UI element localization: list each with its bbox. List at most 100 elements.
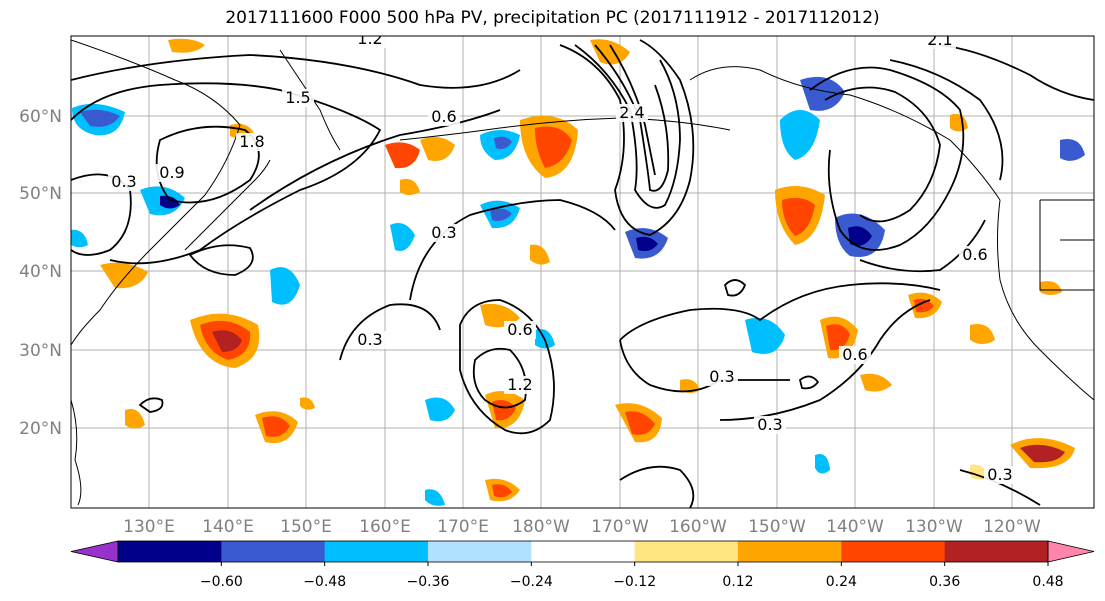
colorbar-bin xyxy=(324,541,429,562)
contour-label-bg xyxy=(282,89,314,107)
pv-contour xyxy=(459,299,555,435)
colorbar-tick-label: −0.24 xyxy=(510,574,553,590)
coast-aleutians xyxy=(399,117,731,141)
colorbar-bin xyxy=(221,541,326,562)
longitude-labels: 130°E 140°E 150°E 160°E 170°E 180°W 170°W 160°W… xyxy=(123,517,1041,537)
contour-label: 0.3 xyxy=(431,223,456,242)
pos-anomaly-blob xyxy=(1040,281,1062,295)
pv-contour xyxy=(472,347,527,409)
colorbar-bin xyxy=(428,541,532,562)
colorbar-extend-high xyxy=(1047,540,1095,563)
colorbar-tick-label: 0.24 xyxy=(826,574,857,590)
lon-label: 160°E xyxy=(359,517,411,537)
lon-label: 140°E xyxy=(202,517,254,537)
pos-anomaly-core xyxy=(782,197,815,236)
pos-anomaly-blob xyxy=(168,38,205,53)
neg-anomaly-core xyxy=(494,136,512,150)
neg-anomaly-core xyxy=(636,236,658,252)
coastlines xyxy=(71,39,1094,506)
pv-contour xyxy=(155,125,260,204)
neg-anomaly-core xyxy=(800,76,845,111)
neg-anomaly-core xyxy=(490,208,512,222)
colorbar-bin xyxy=(738,541,842,562)
colorbar-tick-label: −0.48 xyxy=(303,574,346,590)
lat-label: 50°N xyxy=(19,184,62,204)
contour-label: 0.3 xyxy=(987,465,1012,484)
pv-contour xyxy=(71,173,132,256)
lon-label: 170°E xyxy=(437,517,489,537)
contour-label: 0.3 xyxy=(757,415,782,434)
pos-anomaly-blob xyxy=(300,397,315,410)
pos-anomaly-core xyxy=(625,411,655,435)
pv-contour xyxy=(249,109,501,211)
contour-label: 2.4 xyxy=(619,103,644,122)
colorbar-outline xyxy=(117,540,1049,563)
lat-label: 60°N xyxy=(19,107,62,127)
colorbar-tick-labels: −0.60 −0.48 −0.36 −0.24 −0.12 0.12 0.24 0.36 0.4… xyxy=(200,562,1064,590)
pv-contour xyxy=(138,397,164,413)
colorbar xyxy=(70,540,1095,563)
colorbar-bin xyxy=(118,541,222,562)
coast-japan xyxy=(184,159,271,251)
pv-contour xyxy=(824,86,941,223)
contour-label: 1.2 xyxy=(507,375,532,394)
pv-contour xyxy=(559,39,695,236)
lon-label: 130°W xyxy=(905,517,963,537)
contour-label-bg xyxy=(984,466,1016,484)
pos-anomaly-blob xyxy=(590,39,630,65)
lon-label: 180°W xyxy=(512,517,570,537)
neg-anomaly-blob xyxy=(270,267,300,305)
pos-anomaly-blob xyxy=(100,262,148,289)
neg-anomaly-blob xyxy=(780,110,820,160)
neg-anomaly-blob xyxy=(1060,139,1085,161)
pos-anomaly-core xyxy=(535,126,572,168)
pos-anomaly-blob xyxy=(385,142,420,169)
contour-label: 1.8 xyxy=(239,132,264,151)
pos-anomaly-core xyxy=(1020,444,1065,463)
map-frame-bg xyxy=(71,36,1094,508)
map-content: 1.2 1.5 1.8 0.9 0.3 0.6 2.4 2.1 0.3 0.6 0.3 1.2 0.3 0… xyxy=(71,29,1094,508)
pv-contour xyxy=(339,303,441,361)
contour-label: 1.5 xyxy=(285,88,310,107)
lon-label: 140°W xyxy=(826,517,884,537)
pos-anomaly-blob xyxy=(400,178,420,195)
pos-anomaly-core xyxy=(492,400,516,421)
colorbar-tick-label: 0.12 xyxy=(722,574,753,590)
contour-label-bg xyxy=(504,376,536,394)
contour-label-bg xyxy=(504,321,536,339)
contour-label-bg xyxy=(839,346,871,364)
pv-contour xyxy=(594,44,670,192)
pos-anomaly-blob xyxy=(420,136,455,161)
contour-label: 2.1 xyxy=(927,30,952,49)
contour-label: 0.6 xyxy=(962,245,987,264)
contour-label-bg xyxy=(754,416,786,434)
lon-label: 130°E xyxy=(123,517,175,537)
lon-label: 170°W xyxy=(591,517,649,537)
neg-anomaly-core xyxy=(160,195,180,209)
coast-asia xyxy=(71,39,241,346)
colorbar-tick-label: −0.60 xyxy=(200,574,243,590)
map-title: 2017111600 F000 500 hPa PV, precipitatio… xyxy=(225,8,880,28)
pv-contour xyxy=(609,44,656,176)
neg-anomaly-core xyxy=(848,226,872,246)
coast-philippines xyxy=(71,399,82,506)
pv-contour xyxy=(723,279,747,297)
neg-anomaly-blob xyxy=(71,229,88,248)
contour-labels: 1.2 1.5 1.8 0.9 0.3 0.6 2.4 2.1 0.3 0.6 0.3 1.2 0.3 0… xyxy=(108,29,1016,484)
coast-alaska xyxy=(689,66,1001,201)
coast-kamchatka xyxy=(279,49,341,151)
contour-label: 0.9 xyxy=(159,163,184,182)
contour-label: 1.2 xyxy=(357,29,382,48)
pos-anomaly-blob xyxy=(125,409,145,429)
contour-label-bg xyxy=(924,36,956,49)
colorbar-tick-label: 0.48 xyxy=(1032,574,1063,590)
pv-contour xyxy=(188,244,254,276)
contour-label-bg xyxy=(108,173,140,191)
contour-label: 0.3 xyxy=(357,330,382,349)
contour-label: 0.3 xyxy=(111,172,136,191)
contour-label-bg xyxy=(354,36,386,48)
lat-label: 40°N xyxy=(19,262,62,282)
contour-label-bg xyxy=(616,104,648,122)
